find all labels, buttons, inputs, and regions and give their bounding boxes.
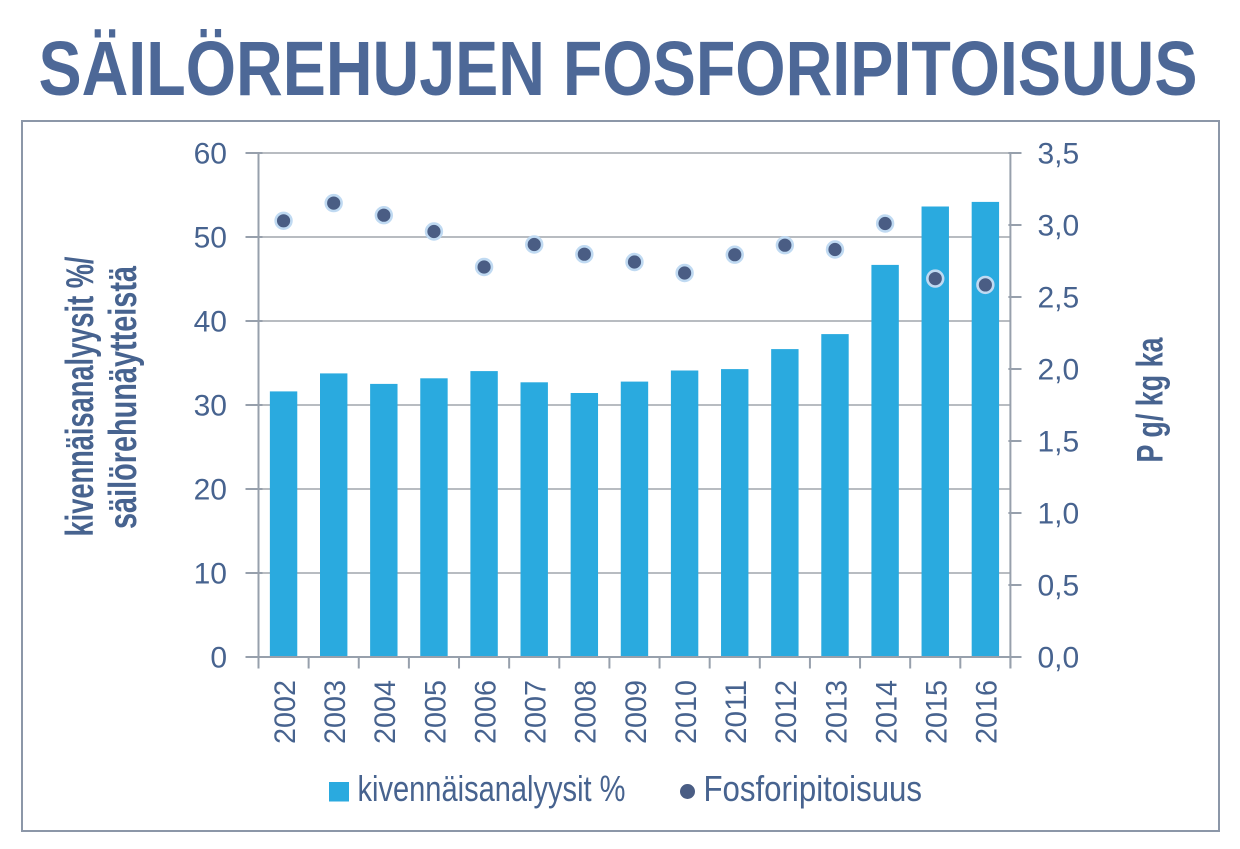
svg-text:2004: 2004 [369, 680, 402, 744]
svg-text:2015: 2015 [921, 680, 954, 744]
svg-text:2011: 2011 [720, 680, 753, 744]
svg-text:3,0: 3,0 [1038, 209, 1080, 242]
svg-text:2,0: 2,0 [1038, 353, 1080, 386]
svg-text:3,5: 3,5 [1038, 137, 1080, 170]
svg-text:0,0: 0,0 [1038, 641, 1080, 674]
svg-text:2014: 2014 [870, 680, 903, 744]
svg-text:2003: 2003 [319, 680, 352, 744]
svg-text:SÄILÖREHUJEN FOSFORIPITOISUUS: SÄILÖREHUJEN FOSFORIPITOISUUS [39, 26, 1198, 112]
svg-text:2012: 2012 [770, 680, 803, 744]
svg-text:2005: 2005 [419, 680, 452, 744]
svg-text:2007: 2007 [520, 680, 553, 744]
svg-text:2013: 2013 [820, 680, 853, 744]
svg-text:kivennäisanalyysit %: kivennäisanalyysit % [358, 768, 626, 809]
svg-text:0: 0 [210, 641, 227, 674]
svg-text:40: 40 [194, 305, 227, 338]
svg-text:1,5: 1,5 [1038, 425, 1080, 458]
svg-text:30: 30 [194, 389, 227, 422]
svg-text:20: 20 [194, 473, 227, 506]
svg-text:2006: 2006 [469, 680, 502, 744]
svg-text:2009: 2009 [620, 680, 653, 744]
svg-text:2008: 2008 [570, 680, 603, 744]
svg-text:10: 10 [194, 557, 227, 590]
svg-text:50: 50 [194, 221, 227, 254]
svg-text:P g/ kg ka: P g/ kg ka [1130, 337, 1171, 462]
svg-text:2010: 2010 [670, 680, 703, 744]
svg-text:1,0: 1,0 [1038, 497, 1080, 530]
svg-text:0,5: 0,5 [1038, 569, 1080, 602]
svg-text:60: 60 [194, 137, 227, 170]
svg-text:2016: 2016 [971, 680, 1004, 744]
svg-text:Fosforipitoisuus: Fosforipitoisuus [704, 768, 923, 809]
svg-text:2002: 2002 [269, 680, 302, 744]
svg-text:2,5: 2,5 [1038, 281, 1080, 314]
svg-text:säilörehunäytteistä: säilörehunäytteistä [102, 266, 145, 529]
svg-text:kivennäisanalyysit %/: kivennäisanalyysit %/ [59, 256, 102, 536]
